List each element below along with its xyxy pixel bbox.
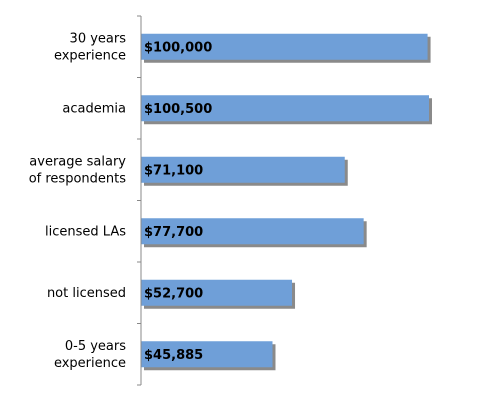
value-label: $71,100 xyxy=(144,163,203,178)
category-label: 30 years experience xyxy=(54,31,126,63)
value-label: $52,700 xyxy=(144,286,203,301)
value-label: $100,000 xyxy=(144,40,212,55)
value-label: $77,700 xyxy=(144,225,203,240)
value-label: $45,885 xyxy=(144,348,203,363)
category-label: 0-5 years experience xyxy=(54,338,126,370)
category-label: not licensed xyxy=(47,285,126,300)
bar xyxy=(141,218,364,245)
category-label: average salary of respondents xyxy=(29,154,127,186)
bar xyxy=(141,33,428,60)
category-label: academia xyxy=(62,101,126,116)
bar xyxy=(141,156,345,183)
bar xyxy=(141,95,429,122)
value-label: $100,500 xyxy=(144,102,212,117)
category-label: licensed LAs xyxy=(45,224,126,239)
bar xyxy=(141,279,293,306)
bar xyxy=(141,341,273,368)
